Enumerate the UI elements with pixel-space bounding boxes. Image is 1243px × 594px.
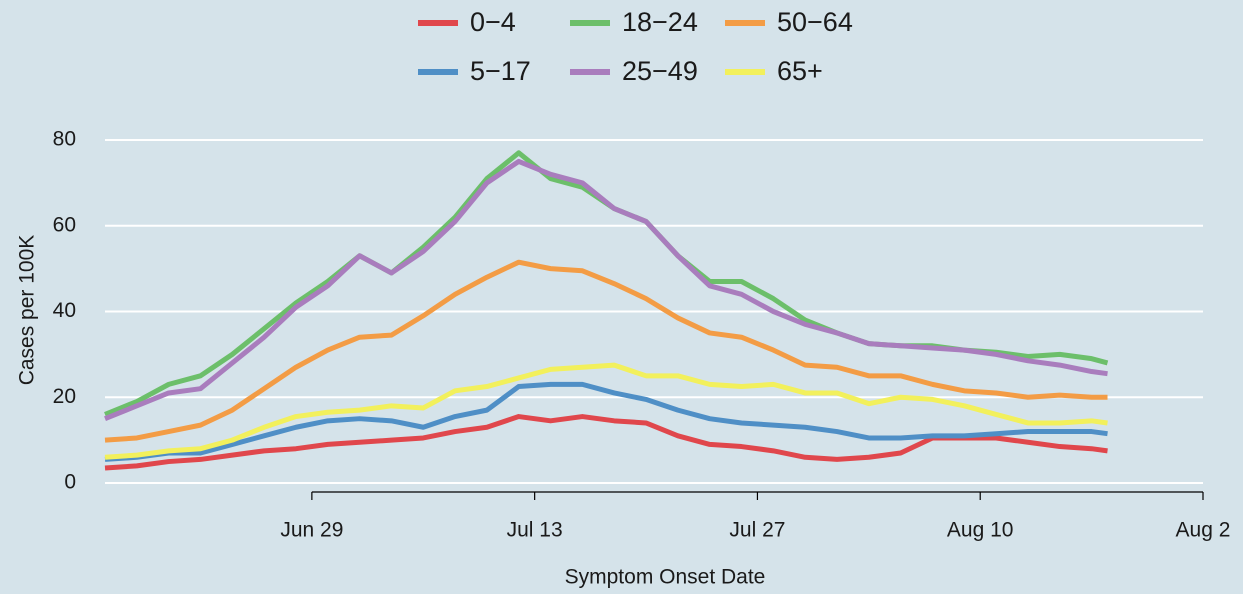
y-tick-label: 80 — [53, 128, 76, 151]
series-line — [104, 259, 1108, 443]
legend-label: 0−4 — [470, 7, 516, 37]
x-tick-label: Aug 2 — [1176, 519, 1231, 542]
series-line — [104, 381, 1108, 462]
series-line — [104, 150, 1109, 417]
x-tick-label: Jul 13 — [507, 519, 563, 542]
y-tick-label: 0 — [64, 471, 76, 494]
y-tick-label: 60 — [53, 213, 76, 236]
legend-label: 5−17 — [470, 56, 531, 86]
x-axis-title: Symptom Onset Date — [565, 566, 766, 589]
x-tick-label: Jul 27 — [729, 519, 785, 542]
y-tick-label: 40 — [53, 299, 76, 322]
series-line — [104, 362, 1108, 460]
y-axis-title: Cases per 100K — [16, 235, 39, 386]
legend-label: 50−64 — [777, 7, 853, 37]
x-tick-label: Aug 10 — [947, 519, 1014, 542]
x-tick-label: Jun 29 — [280, 519, 343, 542]
series-line — [104, 414, 1108, 471]
legend: 0−4 5−17 18−24 25−49 50−64 65+ — [418, 7, 853, 86]
series-line — [104, 158, 1108, 422]
y-tick-label: 20 — [53, 385, 76, 408]
legend-label: 25−49 — [622, 56, 698, 86]
legend-label: 18−24 — [622, 7, 698, 37]
legend-label: 65+ — [777, 56, 823, 86]
